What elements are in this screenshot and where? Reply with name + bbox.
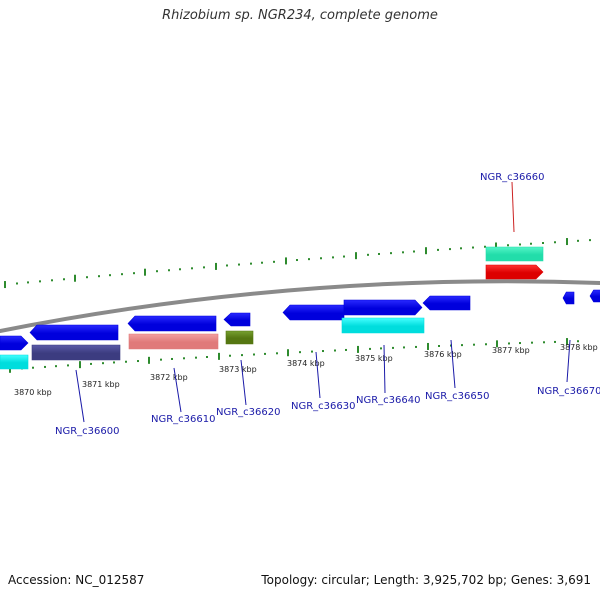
feature-arrow [485,264,544,280]
kbp-label: 3873 kbp [219,365,257,374]
gene-leader-line [315,351,321,399]
genome-backbone [0,279,600,333]
gene-label: NGR_c36650 [425,391,490,402]
gene-label: NGR_c36660 [480,172,545,183]
gene-leader-line [450,339,456,389]
feature-arrow [422,295,471,311]
gene-label: NGR_c36670 [537,386,600,397]
gene-leader-line [566,339,571,383]
gene-label: NGR_c36630 [291,401,356,412]
gene-label: NGR_c36610 [151,414,216,425]
accession-label: Accession: NC_012587 [8,573,145,587]
kbp-label: 3871 kbp [82,380,120,389]
feature-box [485,246,544,262]
feature-arrow [29,324,119,341]
gene-leader-line [511,181,515,233]
feature-box [31,344,121,361]
kbp-label: 3875 kbp [355,354,393,363]
gene-label: NGR_c36640 [356,395,421,406]
kbp-label: 3872 kbp [150,373,188,382]
feature-arrow [223,312,251,327]
feature-arrow [127,315,217,332]
feature-box [0,354,29,370]
feature-arrow [589,289,600,303]
feature-arrow [0,335,29,351]
feature-box [128,333,219,350]
kbp-label: 3876 kbp [424,350,462,359]
gene-leader-line [173,367,182,413]
kbp-label: 3870 kbp [14,388,52,397]
genome-summary: Topology: circular; Length: 3,925,702 bp… [261,573,591,587]
gene-leader-line [75,369,85,423]
feature-arrow [343,299,423,316]
gene-leader-line [240,359,247,406]
gene-leader-line [383,344,386,394]
feature-box [225,330,254,345]
kbp-label: 3874 kbp [287,359,325,368]
kbp-label: 3877 kbp [492,346,530,355]
feature-arrow [562,291,575,305]
feature-arrow [282,304,345,321]
kbp-label: 3878 kbp [560,343,598,352]
feature-box [341,317,425,334]
gene-label: NGR_c36600 [55,426,120,437]
gene-label: NGR_c36620 [216,407,281,418]
map-title: Rhizobium sp. NGR234, complete genome [162,8,438,23]
